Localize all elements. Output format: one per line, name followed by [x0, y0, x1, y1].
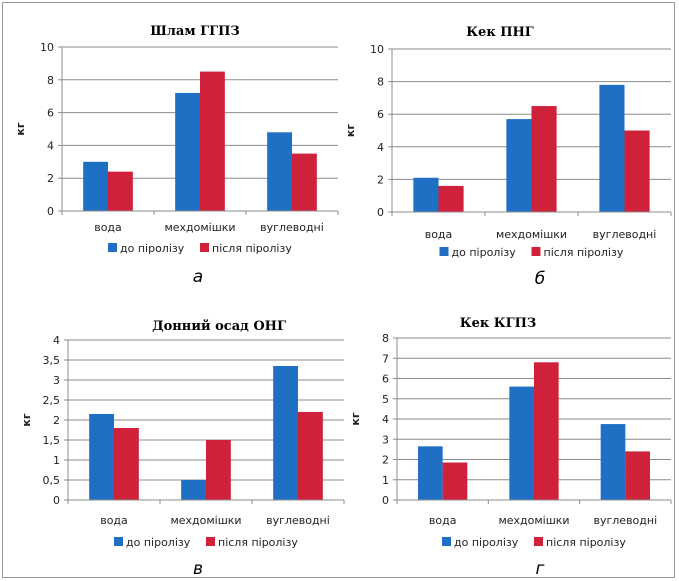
y-tick-label: 0 — [382, 494, 389, 507]
legend-swatch-1 — [108, 243, 117, 252]
bar-after-3 — [292, 153, 317, 211]
chart-title: Донний осад ОНГ — [152, 319, 286, 334]
bar-after-3 — [624, 130, 650, 212]
y-tick-label: 2 — [47, 172, 54, 185]
y-tick-label: 10 — [370, 43, 384, 56]
y-tick-label: 7 — [382, 352, 389, 365]
bar-before-1 — [418, 446, 443, 500]
x-category-label: вода — [94, 221, 122, 234]
chart-panel-3: Донний осад ОНГ 0 0,5 1 1,5 2 2,5 3 3,5 4 кг вода ме… — [20, 319, 345, 579]
legend-swatch-1 — [442, 537, 451, 546]
x-category-label: вода — [100, 514, 128, 527]
chart-panel-1: Шлам ГГПЗ 0 2 4 6 8 10 кг вода мехдомішки вуглевод… — [14, 24, 339, 287]
y-tick-label: 2 — [53, 414, 60, 427]
y-tick-label: 4 — [382, 413, 389, 426]
legend-swatch-2 — [206, 537, 215, 546]
bar-after-2 — [534, 362, 559, 500]
legend-label-2: після піролізу — [218, 536, 298, 549]
legend-label-1: до піролізу — [120, 242, 185, 255]
bar-after-1 — [442, 462, 468, 500]
chart-panel-2: Кек ПНГ 0 2 4 6 8 10 кг вода мехдомішки вуглеводні… — [344, 25, 672, 289]
legend-label-1: до піролізу — [454, 536, 519, 549]
legend-label-2: після піролізу — [546, 536, 626, 549]
bar-after-1 — [114, 428, 139, 500]
bar-before-2 — [175, 92, 200, 211]
bar-after-2 — [200, 71, 225, 211]
bar-after-3 — [298, 412, 323, 500]
y-tick-label: 6 — [382, 373, 389, 386]
chart-panel-4: Кек КГПЗ 0 1 2 3 4 5 6 7 8 кг вода мехдомішки вуглево… — [349, 316, 672, 579]
x-category-label: мехдомішки — [170, 514, 241, 527]
bar-after-1 — [108, 171, 133, 211]
y-tick-label: 4 — [53, 334, 60, 347]
panel-letter: а — [193, 267, 203, 287]
y-tick-label: 6 — [377, 108, 384, 121]
x-category-label: мехдомішки — [498, 514, 569, 527]
legend-swatch-2 — [200, 243, 209, 252]
y-tick-label: 10 — [40, 41, 54, 54]
x-category-label: вуглеводні — [266, 514, 330, 527]
y-tick-label: 8 — [377, 76, 384, 89]
legend-swatch-2 — [534, 537, 543, 546]
chart-title: Кек ПНГ — [466, 25, 534, 40]
y-tick-label: 0 — [47, 205, 54, 218]
y-axis-label: кг — [14, 122, 27, 135]
x-category-label: вуглеводні — [260, 221, 324, 234]
y-tick-label: 0,5 — [43, 474, 61, 487]
x-category-label: вода — [425, 228, 453, 241]
x-category-label: мехдомішки — [164, 221, 235, 234]
y-tick-label: 0 — [53, 494, 60, 507]
y-tick-label: 8 — [382, 332, 389, 345]
chart-title: Кек КГПЗ — [460, 316, 536, 331]
bar-before-1 — [83, 161, 108, 211]
bar-before-3 — [600, 424, 626, 500]
y-tick-label: 8 — [47, 74, 54, 87]
bar-after-2 — [206, 440, 231, 500]
legend-label-2: після піролізу — [212, 242, 292, 255]
y-axis-label: кг — [349, 412, 362, 425]
y-tick-label: 2,5 — [43, 394, 61, 407]
y-tick-label: 1 — [53, 454, 60, 467]
bar-before-2 — [506, 119, 532, 212]
y-axis-label: кг — [20, 413, 33, 426]
y-tick-label: 3 — [382, 433, 389, 446]
bar-before-2 — [509, 386, 534, 500]
legend-label-1: до піролізу — [452, 246, 517, 259]
y-tick-label: 6 — [47, 107, 54, 120]
y-tick-label: 2 — [382, 454, 389, 467]
x-category-label: вуглеводні — [593, 228, 657, 241]
legend-swatch-2 — [531, 247, 541, 256]
y-tick-label: 5 — [382, 393, 389, 406]
y-tick-label: 4 — [377, 141, 384, 154]
panel-letter: в — [193, 559, 203, 579]
bar-after-1 — [438, 185, 464, 212]
bar-before-3 — [273, 366, 298, 500]
y-tick-label: 2 — [377, 173, 384, 186]
legend-swatch-1 — [439, 247, 449, 256]
y-tick-label: 4 — [47, 139, 54, 152]
panel-letter: б — [535, 269, 545, 289]
bar-after-2 — [531, 106, 557, 212]
bar-before-2 — [181, 480, 206, 500]
panel-letter: г — [536, 559, 545, 579]
y-tick-label: 3,5 — [43, 354, 61, 367]
x-category-label: мехдомішки — [496, 228, 567, 241]
x-category-label: вуглеводні — [594, 514, 658, 527]
bar-before-1 — [413, 177, 439, 212]
y-tick-label: 0 — [377, 206, 384, 219]
bar-before-3 — [267, 132, 292, 211]
bar-before-1 — [89, 414, 114, 500]
y-tick-label: 3 — [53, 374, 60, 387]
y-tick-label: 1 — [382, 474, 389, 487]
chart-title: Шлам ГГПЗ — [150, 24, 240, 39]
legend-label-2: після піролізу — [544, 246, 624, 259]
bar-after-3 — [625, 451, 650, 500]
bar-before-3 — [599, 84, 625, 212]
legend-label-1: до піролізу — [126, 536, 191, 549]
y-tick-label: 1,5 — [43, 434, 61, 447]
x-category-label: вода — [429, 514, 457, 527]
y-axis-label: кг — [344, 124, 357, 137]
legend-swatch-1 — [114, 537, 123, 546]
